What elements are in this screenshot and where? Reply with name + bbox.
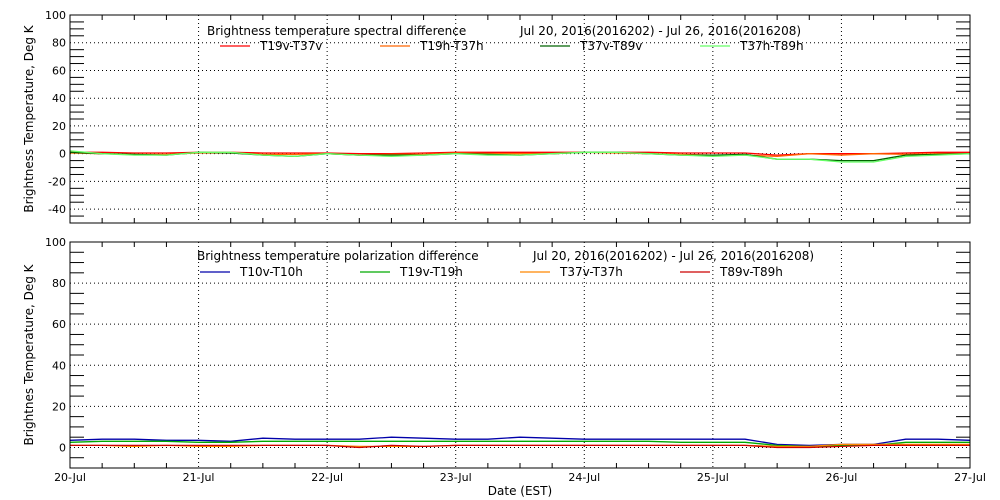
legend-label: T89v-T89h — [719, 265, 783, 279]
x-axis-label: Date (EST) — [488, 484, 552, 498]
x-tick-label: 21-Jul — [183, 471, 215, 484]
chart-title: Brightness temperature spectral differen… — [207, 24, 466, 38]
legend-label: T19v-T37v — [259, 39, 322, 53]
x-tick-label: 24-Jul — [568, 471, 600, 484]
legend-label: T10v-T10h — [239, 265, 303, 279]
y-tick-label: 20 — [52, 400, 66, 413]
chart-subtitle: Jul 20, 2016(2016202) - Jul 26, 2016(201… — [519, 24, 801, 38]
x-tick-label: 22-Jul — [311, 471, 343, 484]
chart-title: Brightness temperature polarization diff… — [197, 249, 479, 263]
y-tick-label: 60 — [52, 64, 66, 77]
series-line-t37h-t89h — [69, 150, 971, 163]
legend-label: T37v-T37h — [559, 265, 623, 279]
y-tick-label: 80 — [52, 277, 66, 290]
x-tick-label: 20-Jul — [54, 471, 86, 484]
y-tick-label: 0 — [59, 441, 66, 454]
y-tick-label: -20 — [48, 175, 66, 188]
x-tick-label: 27-Jul — [954, 471, 986, 484]
panel-polarization: 100 80 60 40 20 0 20-Jul 21-Jul 22-Jul 23-Jul 24-J… — [22, 236, 986, 498]
y-tick-label: 80 — [52, 37, 66, 50]
plot-frame — [69, 14, 971, 224]
x-tick-label: 23-Jul — [440, 471, 472, 484]
y-tick-label: 100 — [45, 236, 66, 249]
chart-subtitle: Jul 20, 2016(2016202) - Jul 26, 2016(201… — [532, 249, 814, 263]
y-tick-label: -40 — [48, 203, 66, 216]
panel-spectral: 100 80 60 40 20 0 -20 -40 Brightness temperature… — [22, 9, 971, 224]
y-tick-label: 20 — [52, 120, 66, 133]
x-tick-label: 26-Jul — [825, 471, 857, 484]
legend-label: T37h-T89h — [739, 39, 804, 53]
legend-label: T19v-T19h — [399, 265, 463, 279]
series-line-t10v-t10h — [69, 436, 971, 447]
x-tick-label: 25-Jul — [697, 471, 729, 484]
y-tick-label: 0 — [59, 148, 66, 161]
y-axis-label: Brightness Temperature, Deg K — [22, 24, 36, 212]
y-tick-label: 60 — [52, 318, 66, 331]
legend-label: T19h-T37h — [419, 39, 484, 53]
legend-label: T37v-T89v — [579, 39, 642, 53]
series-line-t89v-t89h — [70, 444, 970, 449]
y-tick-label: 40 — [52, 359, 66, 372]
plot-frame — [69, 241, 971, 469]
y-tick-label: 40 — [52, 92, 66, 105]
y-axis-label: Brightnes Temperature, Deg K — [22, 263, 36, 445]
y-tick-label: 100 — [45, 9, 66, 22]
